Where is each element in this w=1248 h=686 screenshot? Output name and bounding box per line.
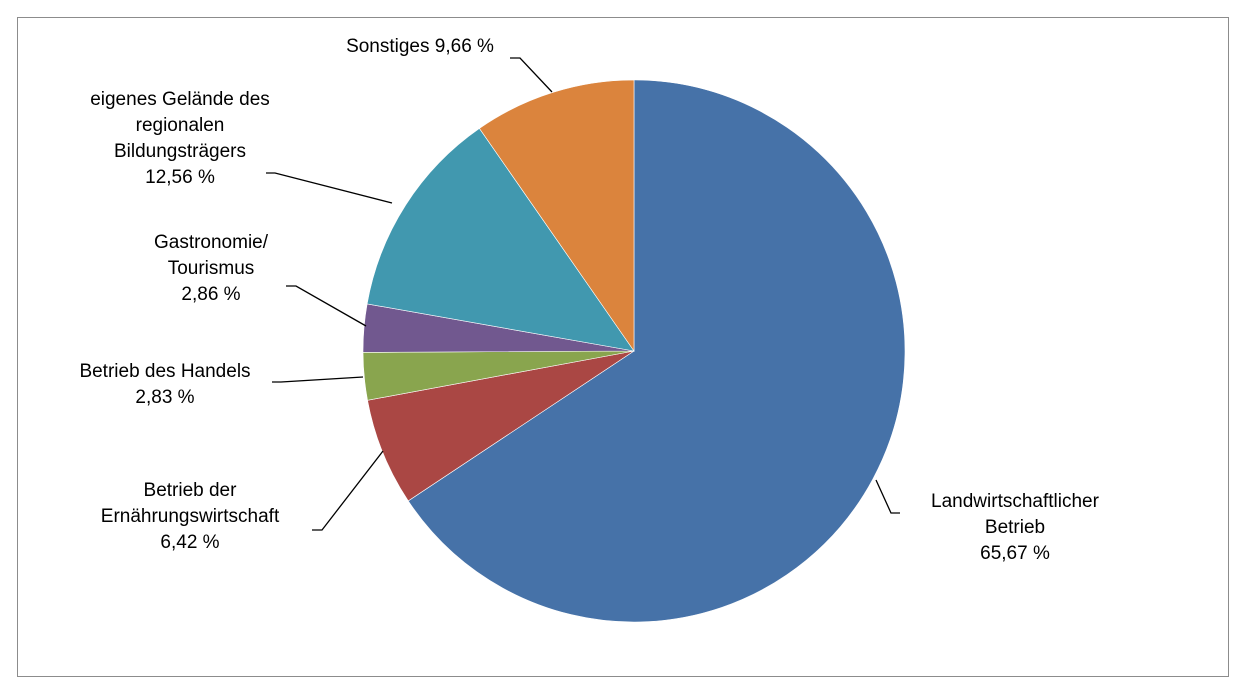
slice-label-line: 2,86 %	[181, 284, 240, 305]
slice-label-line: Gastronomie/	[154, 232, 269, 253]
slice-label-3: Gastronomie/Tourismus 2,86 %	[154, 232, 269, 305]
leader-line-3	[286, 285, 367, 327]
slice-label-line: regionalen	[136, 115, 225, 136]
slice-label-line: Ernährungswirtschaft	[101, 506, 280, 527]
slice-label-1: Betrieb der Ernährungswirtschaft 6,42 %	[101, 480, 280, 553]
slice-label-line: Sonstiges 9,66 %	[346, 36, 494, 57]
slice-label-0: Landwirtschaftlicher Betrieb 65,67 %	[931, 491, 1100, 564]
leader-line-2	[272, 376, 364, 383]
slice-label-5: Sonstiges 9,66 %	[346, 36, 494, 57]
slice-label-line: Bildungsträgers	[114, 141, 246, 162]
slice-label-line: Betrieb des Handels	[79, 361, 250, 382]
slice-label-line: Landwirtschaftlicher	[931, 491, 1100, 512]
slice-label-line: 12,56 %	[145, 167, 215, 188]
slice-label-line: Betrieb	[985, 517, 1045, 538]
pie-slice-4	[366, 127, 635, 352]
leader-line-1	[312, 450, 384, 531]
pie-slice-5	[479, 79, 635, 352]
slice-label-4: eigenes Gelände des regionalen Bildungsträ…	[90, 89, 270, 188]
leader-line-4	[266, 172, 393, 204]
slice-label-line: 65,67 %	[980, 543, 1050, 564]
leader-line-0	[875, 479, 900, 514]
slice-label-line: 2,83 %	[135, 387, 194, 408]
leaders-layer	[266, 57, 900, 531]
slice-label-line: Tourismus	[168, 258, 255, 279]
slice-label-line: Betrieb der	[144, 480, 238, 501]
slice-label-line: eigenes Gelände des	[90, 89, 270, 110]
slice-label-2: Betrieb des Handels 2,83 %	[79, 361, 250, 408]
slice-label-line: 6,42 %	[160, 532, 219, 553]
leader-line-5	[510, 57, 553, 93]
labels-layer: Landwirtschaftlicher Betrieb 65,67 % Betrie…	[79, 36, 1099, 564]
pie-slice-0	[407, 79, 906, 623]
slices-layer	[362, 79, 906, 623]
